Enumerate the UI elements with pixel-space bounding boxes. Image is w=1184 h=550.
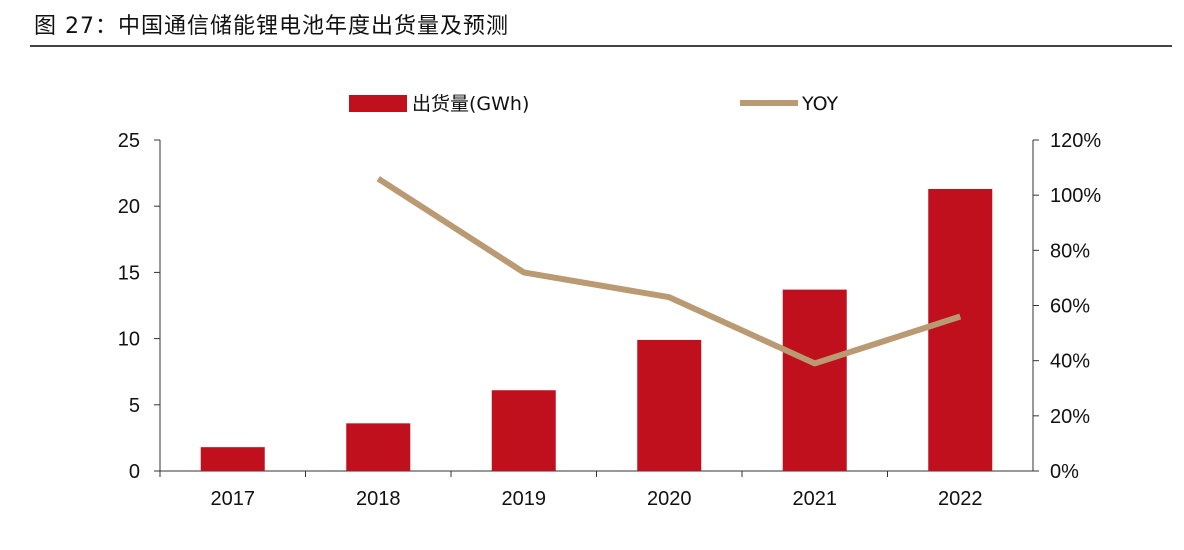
left-tick-label: 10 <box>118 329 140 351</box>
x-tick-label: 2022 <box>938 488 983 510</box>
x-tick-label: 2018 <box>356 488 401 510</box>
right-tick-label: 100% <box>1050 185 1101 207</box>
yoy-line <box>376 176 962 367</box>
left-tick-label: 20 <box>118 196 140 218</box>
left-tick-label: 0 <box>129 461 140 483</box>
bar-2020 <box>637 339 702 471</box>
right-tick-label: 60% <box>1050 296 1090 318</box>
bar-2018 <box>346 423 411 471</box>
left-tick-label: 5 <box>129 395 140 417</box>
right-tick-label: 40% <box>1050 351 1090 373</box>
bar-2021 <box>782 289 847 471</box>
left-tick-label: 25 <box>118 130 140 152</box>
legend-bar-label: 出货量(GWh) <box>412 93 529 115</box>
x-tick-label: 2021 <box>793 488 838 510</box>
legend-line-label: YOY <box>801 93 838 115</box>
right-tick-label: 120% <box>1050 130 1101 152</box>
chart-title: 图 27：中国通信储能锂电池年度出货量及预测 <box>34 14 509 39</box>
bar-2019 <box>491 390 556 471</box>
x-tick-label: 2019 <box>502 488 547 510</box>
bar-2022 <box>928 188 993 471</box>
right-tick-label: 80% <box>1050 240 1090 262</box>
left-tick-label: 15 <box>118 262 140 284</box>
right-tick-label: 0% <box>1050 461 1079 483</box>
x-tick-label: 2020 <box>647 488 692 510</box>
bar-2017 <box>200 447 265 471</box>
title-divider <box>30 45 1172 47</box>
right-tick-label: 20% <box>1050 406 1090 428</box>
x-tick-label: 2017 <box>211 488 256 510</box>
legend-bar-swatch <box>349 95 407 112</box>
